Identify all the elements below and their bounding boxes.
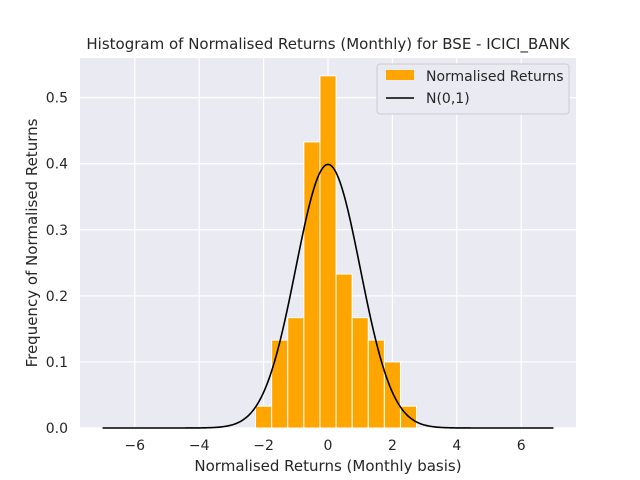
- legend-label-normalised-returns: Normalised Returns: [426, 69, 564, 85]
- histogram-bar: [287, 317, 305, 429]
- y-tick-label: 0.4: [46, 157, 68, 173]
- y-tick-label: 0.1: [46, 355, 68, 371]
- histogram-bar: [271, 339, 289, 429]
- x-tick-label: 2: [388, 438, 397, 454]
- histogram-bar: [351, 317, 369, 429]
- histogram-bar: [367, 339, 385, 429]
- histogram-bar: [303, 141, 321, 429]
- x-tick-label: −6: [124, 438, 145, 454]
- histogram-bar: [319, 75, 337, 429]
- x-tick-label: 4: [452, 438, 461, 454]
- x-tick-label: −2: [253, 438, 274, 454]
- legend: Normalised Returns N(0,1): [376, 63, 570, 115]
- y-tick-label: 0.5: [46, 91, 68, 107]
- x-tick-label: 6: [517, 438, 526, 454]
- legend-swatch-normalised-returns: [386, 70, 414, 80]
- x-axis-ticks: −6 −4 −2 0 2 4 6: [124, 438, 525, 454]
- x-axis-label: Normalised Returns (Monthly basis): [194, 457, 461, 475]
- histogram-bars: [255, 75, 418, 429]
- legend-box: [376, 63, 570, 115]
- y-tick-label: 0.0: [46, 421, 68, 437]
- histogram-bar: [335, 273, 353, 429]
- y-tick-label: 0.2: [46, 289, 68, 305]
- y-tick-label: 0.3: [46, 223, 68, 239]
- legend-label-normal-pdf: N(0,1): [426, 91, 470, 107]
- y-axis-label: Frequency of Normalised Returns: [23, 118, 41, 367]
- x-tick-label: 0: [324, 438, 333, 454]
- normal-pdf-line: [102, 163, 554, 429]
- histogram-bar: [255, 405, 273, 429]
- chart-title: Histogram of Normalised Returns (Monthly…: [86, 35, 570, 54]
- x-tick-label: −4: [189, 438, 210, 454]
- y-axis-ticks: 0.0 0.1 0.2 0.3 0.4 0.5: [46, 91, 68, 437]
- histogram-bar: [383, 361, 401, 429]
